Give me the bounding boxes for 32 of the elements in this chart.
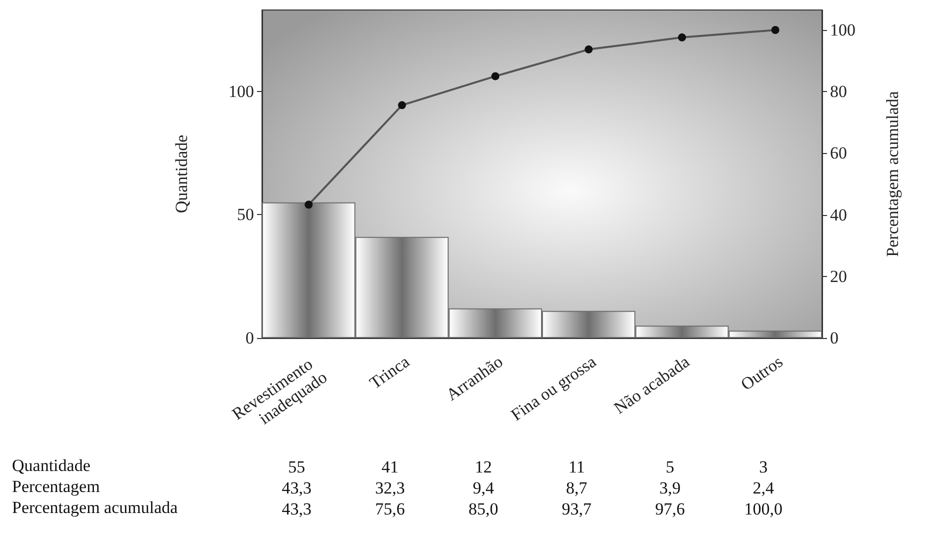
y2-tick-label: 20 — [830, 266, 847, 286]
data-label: 100,0 — [744, 500, 782, 518]
text: 43,3 — [282, 478, 312, 498]
data-label: 93,7 — [562, 500, 592, 518]
data-label: 12 — [474, 458, 492, 476]
text: 8,7 — [566, 478, 588, 498]
data-label: 85,0 — [468, 500, 498, 518]
data-label: 97,6 — [655, 500, 685, 518]
text: 9,4 — [472, 478, 494, 498]
text: Percentagem — [12, 477, 100, 496]
data-label: 41 — [382, 458, 398, 476]
text: 3,9 — [659, 478, 681, 498]
data-label: 43,3 — [282, 500, 312, 518]
y-axis-title: Quantidade — [172, 134, 191, 214]
text: 32,3 — [375, 478, 405, 498]
data-label: 11 — [568, 458, 585, 476]
data-label: 5 — [666, 458, 674, 476]
data-label: 75,6 — [375, 500, 405, 518]
text: Percentagem acumulada — [12, 498, 178, 517]
y-tick-label: 50 — [237, 205, 254, 224]
text: Quantidade — [12, 456, 90, 475]
y-tick-label: 0 — [246, 328, 254, 348]
data-label: 3 — [759, 458, 768, 476]
y2-tick-label: 40 — [830, 205, 847, 224]
y2-axis-title: Percentagem acumulada — [883, 90, 902, 257]
data-label: 55 — [288, 458, 306, 476]
text: 2,4 — [752, 478, 774, 498]
y2-tick-label: 80 — [830, 82, 847, 102]
y2-tick-label: 0 — [830, 328, 838, 348]
y-tick-label: 100 — [228, 82, 254, 101]
y2-tick-label: 100 — [830, 20, 856, 40]
y2-tick-label: 60 — [830, 144, 847, 163]
